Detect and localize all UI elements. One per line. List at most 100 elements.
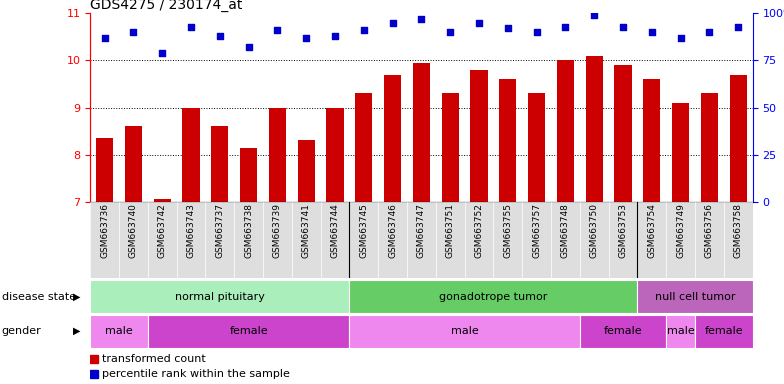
Bar	[580, 315, 666, 348]
Bar	[96, 138, 113, 202]
Text: GSM663749: GSM663749	[676, 203, 685, 258]
Text: GSM663747: GSM663747	[417, 203, 426, 258]
Bar	[695, 202, 724, 278]
Bar	[643, 79, 660, 202]
Point	[473, 20, 485, 26]
Text: female: female	[229, 326, 268, 336]
Point	[156, 50, 169, 56]
Bar	[701, 93, 718, 202]
Bar	[412, 63, 430, 202]
Bar	[350, 315, 580, 348]
Text: gonadotrope tumor: gonadotrope tumor	[439, 291, 547, 302]
Bar	[557, 61, 574, 202]
Text: GSM663750: GSM663750	[590, 203, 599, 258]
Bar	[90, 355, 98, 362]
Text: female: female	[604, 326, 642, 336]
Bar	[522, 202, 551, 278]
Bar	[407, 202, 436, 278]
Text: gender: gender	[2, 326, 42, 336]
Point	[300, 35, 313, 41]
Point	[213, 33, 226, 39]
Text: ▶: ▶	[73, 291, 81, 302]
Bar	[666, 202, 695, 278]
Bar	[321, 202, 350, 278]
Text: male: male	[451, 326, 478, 336]
Text: GSM663754: GSM663754	[648, 203, 656, 258]
Bar	[695, 315, 753, 348]
Point	[242, 44, 255, 50]
Bar	[350, 280, 637, 313]
Point	[703, 29, 716, 35]
Text: GSM663758: GSM663758	[734, 203, 742, 258]
Bar	[298, 141, 315, 202]
Bar	[615, 65, 632, 202]
Text: GSM663745: GSM663745	[359, 203, 368, 258]
Point	[328, 33, 341, 39]
Bar	[292, 202, 321, 278]
Text: GSM663752: GSM663752	[474, 203, 484, 258]
Bar	[90, 202, 119, 278]
Text: GSM663756: GSM663756	[705, 203, 714, 258]
Point	[271, 27, 284, 33]
Bar	[205, 202, 234, 278]
Text: GSM663739: GSM663739	[273, 203, 282, 258]
Bar	[154, 199, 171, 202]
Text: GSM663738: GSM663738	[244, 203, 253, 258]
Text: GDS4275 / 230174_at: GDS4275 / 230174_at	[90, 0, 242, 12]
Bar	[147, 202, 176, 278]
Point	[588, 12, 601, 18]
Bar	[730, 74, 747, 202]
Text: percentile rank within the sample: percentile rank within the sample	[102, 369, 290, 379]
Bar	[551, 202, 580, 278]
Text: ▶: ▶	[73, 326, 81, 336]
Bar	[240, 147, 257, 202]
Bar	[586, 56, 603, 202]
Text: GSM663741: GSM663741	[302, 203, 310, 258]
Point	[674, 35, 687, 41]
Text: null cell tumor: null cell tumor	[655, 291, 735, 302]
Point	[358, 27, 370, 33]
Text: disease state: disease state	[2, 291, 76, 302]
Bar	[90, 280, 350, 313]
Text: male: male	[666, 326, 695, 336]
Point	[530, 29, 543, 35]
Text: transformed count: transformed count	[102, 354, 206, 364]
Bar	[326, 108, 343, 202]
Point	[732, 23, 745, 30]
Point	[444, 29, 456, 35]
Bar	[90, 370, 98, 378]
Text: GSM663748: GSM663748	[561, 203, 570, 258]
Bar	[125, 126, 142, 202]
Text: GSM663755: GSM663755	[503, 203, 512, 258]
Text: GSM663736: GSM663736	[100, 203, 109, 258]
Bar	[269, 108, 286, 202]
Bar	[234, 202, 263, 278]
Bar	[441, 93, 459, 202]
Text: GSM663742: GSM663742	[158, 203, 167, 258]
Point	[387, 20, 399, 26]
Bar	[119, 202, 147, 278]
Bar	[470, 70, 488, 202]
Text: GSM663744: GSM663744	[331, 203, 339, 258]
Point	[416, 16, 428, 22]
Text: GSM663746: GSM663746	[388, 203, 397, 258]
Text: GSM663740: GSM663740	[129, 203, 138, 258]
Point	[645, 29, 658, 35]
Bar	[637, 280, 753, 313]
Text: GSM663737: GSM663737	[216, 203, 224, 258]
Point	[559, 23, 572, 30]
Point	[502, 25, 514, 31]
Bar	[147, 315, 350, 348]
Bar	[465, 202, 493, 278]
Bar	[724, 202, 753, 278]
Bar	[263, 202, 292, 278]
Bar	[608, 202, 637, 278]
Bar	[176, 202, 205, 278]
Bar	[384, 74, 401, 202]
Bar	[90, 315, 147, 348]
Text: male: male	[105, 326, 132, 336]
Bar	[580, 202, 608, 278]
Bar	[436, 202, 465, 278]
Bar	[499, 79, 517, 202]
Bar	[355, 93, 372, 202]
